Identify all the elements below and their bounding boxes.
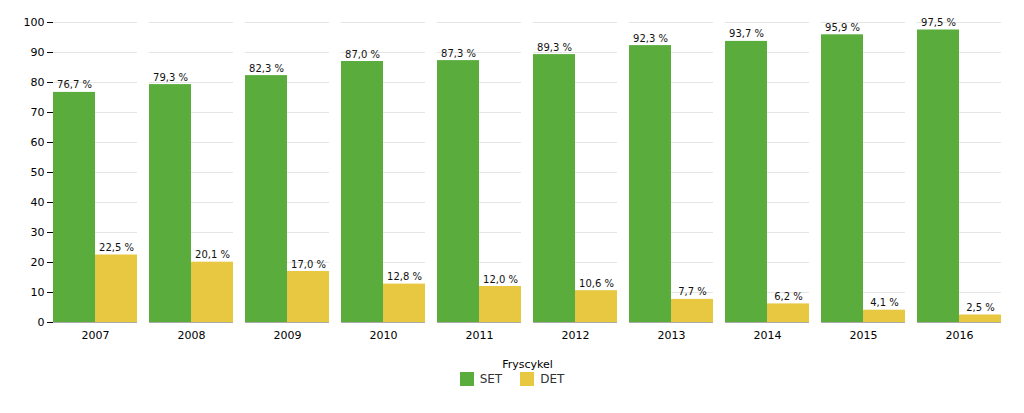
svg-text:2013: 2013: [658, 329, 686, 342]
svg-text:87,3 %: 87,3 %: [441, 48, 476, 59]
svg-text:10,6 %: 10,6 %: [579, 278, 614, 289]
svg-text:30: 30: [31, 226, 45, 239]
svg-text:20,1 %: 20,1 %: [195, 249, 230, 260]
svg-text:2012: 2012: [562, 329, 590, 342]
svg-text:100: 100: [24, 16, 45, 29]
svg-text:60: 60: [31, 136, 45, 149]
svg-text:2016: 2016: [946, 329, 974, 342]
svg-text:79,3 %: 79,3 %: [153, 72, 188, 83]
svg-text:93,7 %: 93,7 %: [729, 28, 764, 39]
svg-text:6,2 %: 6,2 %: [774, 291, 803, 302]
svg-text:70: 70: [31, 106, 45, 119]
svg-text:40: 40: [31, 196, 45, 209]
svg-text:22,5 %: 22,5 %: [99, 242, 134, 253]
svg-text:0: 0: [38, 316, 45, 329]
svg-text:Fryscykel: Fryscykel: [502, 358, 553, 371]
svg-text:17,0 %: 17,0 %: [291, 259, 326, 270]
svg-text:2014: 2014: [754, 329, 782, 342]
html-text:SET: SET: [479, 372, 503, 386]
svg-text:87,0 %: 87,0 %: [345, 49, 380, 60]
svg-text:12,0 %: 12,0 %: [483, 274, 518, 285]
svg-text:2,5 %: 2,5 %: [966, 302, 995, 313]
svg-text:4,1 %: 4,1 %: [870, 297, 899, 308]
svg-text:50: 50: [31, 166, 45, 179]
svg-text:80: 80: [31, 76, 45, 89]
svg-text:97,5 %: 97,5 %: [921, 17, 956, 28]
svg-text:2009: 2009: [274, 329, 302, 342]
svg-text:10: 10: [31, 286, 45, 299]
svg-text:82,3 %: 82,3 %: [249, 63, 284, 74]
svg-text:76,7 %: 76,7 %: [57, 79, 92, 90]
svg-text:2007: 2007: [82, 329, 110, 342]
svg-text:2015: 2015: [850, 329, 878, 342]
svg-text:20: 20: [31, 256, 45, 269]
svg-text:95,9 %: 95,9 %: [825, 22, 860, 33]
svg-text:2010: 2010: [370, 329, 398, 342]
svg-text:7,7 %: 7,7 %: [678, 286, 707, 297]
svg-text:90: 90: [31, 46, 45, 59]
svg-text:2011: 2011: [466, 329, 494, 342]
svg-text:92,3 %: 92,3 %: [633, 33, 668, 44]
svg-text:89,3 %: 89,3 %: [537, 42, 572, 53]
svg-text:12,8 %: 12,8 %: [387, 271, 422, 282]
svg-text:2008: 2008: [178, 329, 206, 342]
html-text:DET: DET: [540, 372, 565, 386]
